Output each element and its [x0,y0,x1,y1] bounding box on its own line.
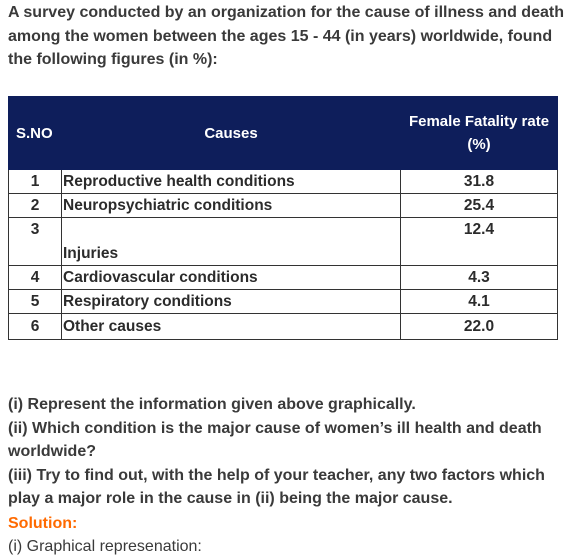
row-sno: 3 [8,217,62,266]
row-rate: 4.1 [400,289,558,314]
question-ii: (ii) Which condition is the major cause … [8,419,542,461]
row-rate: 25.4 [400,193,558,218]
question-iii: (iii) Try to find out, with the help of … [8,466,545,508]
row-rate: 22.0 [400,313,558,340]
header-fatality-rate-line2: (%) [467,136,491,153]
solution-label: Solution: [8,515,78,532]
table-row: 2 Neuropsychiatric conditions 25.4 [8,193,558,218]
graphical-representation-line: (i) Graphical represenation: [8,538,202,555]
table-row: 1 Reproductive health conditions 31.8 [8,169,558,194]
fatality-table: S.NO Causes Female Fatality rate (%) 1 R… [8,96,558,340]
row-rate: 31.8 [400,169,558,194]
row-sno: 1 [8,169,62,194]
questions: (i) Represent the information given abov… [8,393,564,511]
table-header-row: S.NO Causes Female Fatality rate (%) [8,96,558,170]
header-fatality-rate-line1: Female Fatality rate [408,113,550,130]
question-i: (i) Represent the information given abov… [8,396,416,413]
problem-intro: A survey conducted by an organization fo… [8,4,564,68]
row-rate: 4.3 [400,265,558,290]
row-sno: 4 [8,265,62,290]
header-fatality-rate: Female Fatality rate (%) [400,96,558,170]
row-rate: 12.4 [400,217,558,266]
row-cause: Reproductive health conditions [61,169,401,194]
row-cause: Neuropsychiatric conditions [61,193,401,218]
table-row: 3 Injuries 12.4 [8,217,558,266]
row-cause: Injuries [61,217,401,266]
row-sno: 6 [8,313,62,340]
header-sno: S.NO [8,96,62,170]
row-sno: 2 [8,193,62,218]
table-row: 6 Other causes 22.0 [8,313,558,340]
row-cause: Respiratory conditions [61,289,401,314]
row-sno: 5 [8,289,62,314]
header-causes: Causes [61,96,401,170]
table-row: 4 Cardiovascular conditions 4.3 [8,265,558,290]
row-cause: Cardiovascular conditions [61,265,401,290]
row-cause: Other causes [61,313,401,340]
table-row: 5 Respiratory conditions 4.1 [8,289,558,314]
